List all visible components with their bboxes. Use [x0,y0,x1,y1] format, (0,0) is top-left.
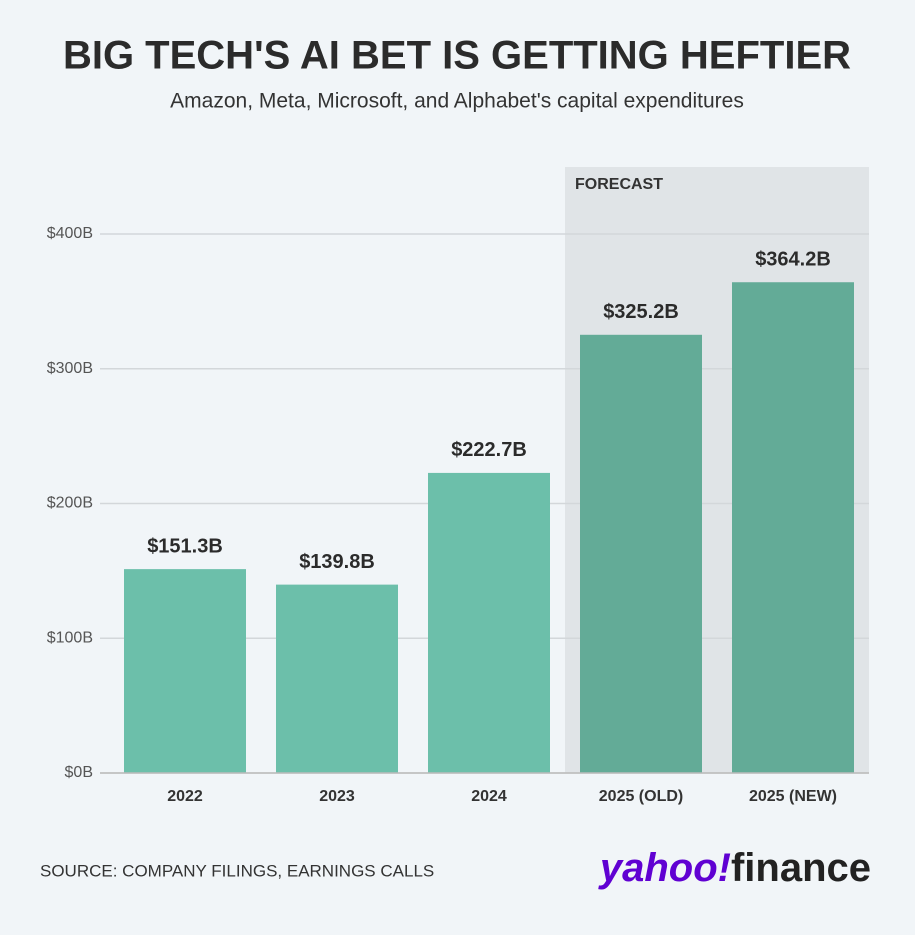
value-label: $139.8B [299,551,375,573]
brand-yahoo: yahoo! [598,846,731,890]
y-tick-label: $100B [47,629,93,646]
y-tick-label: $0B [65,764,93,781]
y-tick-label: $400B [47,225,93,242]
forecast-label: FORECAST [575,176,663,193]
brand-finance: finance [731,846,871,890]
chart-title: BIG TECH'S AI BET IS GETTING HEFTIER [63,34,851,78]
x-tick-label: 2025 (NEW) [749,788,837,805]
x-tick-label: 2024 [471,788,507,805]
bar [124,569,246,773]
bar [580,334,702,773]
value-label: $222.7B [451,439,527,461]
bar [428,472,550,773]
y-tick-label: $200B [47,495,93,512]
value-label: $325.2B [603,301,679,323]
chart-subtitle: Amazon, Meta, Microsoft, and Alphabet's … [170,90,744,113]
value-label: $151.3B [147,535,223,557]
x-tick-label: 2022 [167,788,203,805]
bar [732,282,854,773]
x-tick-label: 2025 (OLD) [599,788,683,805]
bar [276,584,398,773]
x-tick-label: 2023 [319,788,355,805]
value-label: $364.2B [755,249,831,271]
y-tick-label: $300B [47,360,93,377]
brand-logo: yahoo!finance [598,846,871,890]
source: SOURCE: COMPANY FILINGS, EARNINGS CALLS [40,861,434,880]
